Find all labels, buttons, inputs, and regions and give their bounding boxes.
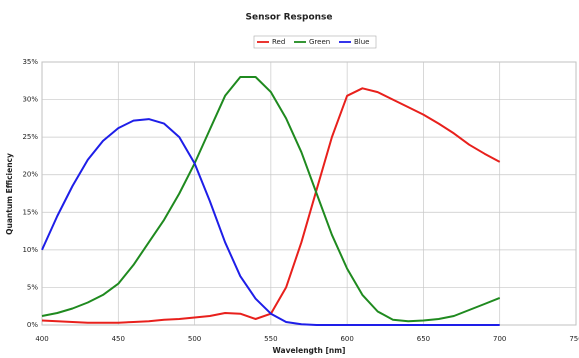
- x-tick-label: 650: [417, 335, 430, 343]
- x-axis-label: Wavelength [nm]: [273, 346, 346, 355]
- plot-area: [41, 61, 577, 326]
- y-axis-label: Quantum Efficiency: [5, 153, 14, 235]
- y-tick-label: 30%: [22, 96, 38, 104]
- y-tick-label: 10%: [22, 246, 38, 254]
- y-tick-label: 20%: [22, 171, 38, 179]
- chart-title: Sensor Response: [246, 13, 333, 23]
- legend-box: [253, 35, 377, 49]
- x-tick-label: 500: [188, 335, 201, 343]
- y-tick-label: 15%: [22, 208, 38, 216]
- y-tick-label: 35%: [22, 58, 38, 66]
- legend-label: Red: [272, 38, 285, 46]
- legend-label: Blue: [354, 38, 370, 46]
- y-tick-label: 0%: [27, 321, 38, 329]
- x-tick-label: 750: [569, 335, 579, 343]
- x-tick-label: 550: [264, 335, 277, 343]
- y-tick-label: 25%: [22, 133, 38, 141]
- data-line: [41, 76, 501, 323]
- data-line: [41, 118, 500, 326]
- x-tick-label: 400: [35, 335, 48, 343]
- y-tick-label: 5%: [27, 283, 38, 291]
- x-tick-label: 450: [112, 335, 125, 343]
- legend-label: Green: [309, 38, 330, 46]
- x-tick-label: 700: [493, 335, 506, 343]
- x-tick-label: 600: [340, 335, 353, 343]
